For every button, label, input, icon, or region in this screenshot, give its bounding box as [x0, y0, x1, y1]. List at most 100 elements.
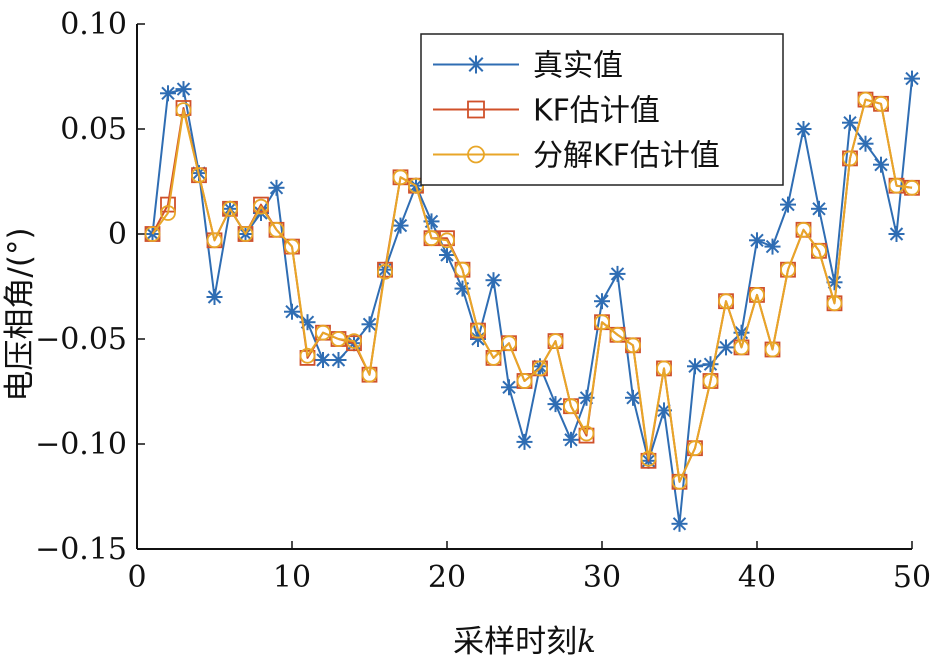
data-point — [594, 293, 610, 310]
data-point — [687, 358, 703, 375]
data-point — [206, 232, 223, 249]
legend-label: 真实值 — [533, 49, 623, 84]
data-point — [516, 433, 533, 450]
data-point — [656, 360, 672, 377]
data-point — [780, 261, 796, 278]
data-point — [749, 286, 765, 303]
data-point — [625, 389, 641, 406]
data-point — [485, 349, 502, 366]
data-point — [594, 314, 610, 331]
data-point — [175, 102, 192, 118]
data-point — [268, 221, 285, 238]
data-point — [222, 200, 238, 217]
data-point — [501, 379, 517, 396]
data-point — [656, 402, 672, 419]
data-point — [392, 217, 409, 234]
data-point — [454, 261, 471, 278]
axes: 0 10 20 30 40 50 0.10 0.05 0 −0.05 −0.10 −0.15 — [35, 7, 931, 595]
legend-label: 分解KF估计值 — [533, 139, 720, 174]
data-point — [873, 156, 889, 173]
data-point — [144, 226, 161, 242]
data-point — [160, 85, 176, 102]
data-point — [175, 81, 192, 98]
data-point — [361, 366, 378, 383]
data-point — [299, 347, 316, 364]
data-point — [811, 200, 827, 217]
data-point — [532, 360, 548, 377]
data-point — [237, 226, 254, 242]
y-tick-label: −0.05 — [35, 322, 127, 357]
data-point — [470, 322, 486, 339]
data-point — [640, 450, 657, 467]
data-point — [361, 316, 378, 333]
legend-entry: KF估计值 — [433, 94, 660, 129]
data-point — [811, 242, 827, 259]
data-point — [268, 179, 285, 196]
data-point — [609, 326, 626, 343]
x-axis-title-variable: k — [577, 624, 596, 660]
data-point — [467, 55, 485, 74]
data-point — [904, 70, 920, 87]
data-point — [671, 473, 688, 490]
data-point — [625, 337, 641, 354]
data-point — [439, 232, 455, 249]
data-point — [718, 293, 734, 310]
y-tick-label: 0 — [108, 217, 127, 252]
data-point — [780, 196, 796, 213]
series-line — [151, 78, 913, 525]
data-point — [485, 272, 502, 289]
data-point — [687, 440, 703, 457]
data-point — [501, 335, 517, 352]
data-point — [578, 425, 595, 442]
legend-label: KF估计值 — [533, 94, 660, 129]
data-point — [563, 398, 579, 415]
data-point — [826, 295, 843, 312]
x-tick-label: 40 — [738, 560, 776, 595]
y-tick-label: 0.10 — [60, 7, 127, 42]
data-point — [702, 356, 719, 373]
data-point — [392, 169, 409, 186]
data-point — [315, 324, 331, 341]
data-point — [842, 114, 858, 131]
data-point — [423, 230, 440, 247]
series-layer — [144, 70, 920, 532]
data-point — [764, 341, 781, 358]
data-point — [888, 177, 905, 194]
x-tick-label: 20 — [428, 560, 466, 595]
data-point — [563, 431, 579, 448]
data-point — [315, 352, 331, 368]
data-point — [718, 339, 734, 356]
data-point — [330, 352, 347, 368]
data-point — [795, 121, 812, 137]
data-point — [609, 265, 626, 282]
x-axis-title: 采样时刻k — [453, 624, 596, 660]
data-point — [733, 339, 750, 356]
data-point — [377, 263, 393, 280]
data-point — [439, 247, 455, 263]
legend-entry: 分解KF估计值 — [433, 139, 720, 174]
data-point — [191, 167, 207, 184]
data-point — [253, 198, 269, 215]
data-point — [764, 238, 781, 255]
y-tick-label: −0.10 — [35, 427, 127, 462]
data-point — [467, 100, 485, 119]
y-tick-label: −0.15 — [35, 532, 127, 567]
data-point — [160, 205, 176, 221]
x-axis-title-text: 采样时刻 — [453, 624, 577, 660]
data-point — [873, 95, 889, 112]
data-point — [284, 303, 300, 320]
data-point — [547, 396, 564, 413]
data-point — [467, 145, 485, 164]
x-tick-label: 50 — [893, 560, 931, 595]
data-point — [330, 331, 347, 347]
data-point — [904, 179, 920, 196]
data-point — [857, 135, 874, 152]
x-tick-label: 0 — [127, 560, 146, 595]
series-line — [151, 98, 913, 483]
data-point — [671, 515, 688, 532]
y-axis-title: 电压相角/(°) — [2, 227, 38, 401]
data-point — [206, 289, 223, 305]
data-point — [857, 91, 874, 108]
